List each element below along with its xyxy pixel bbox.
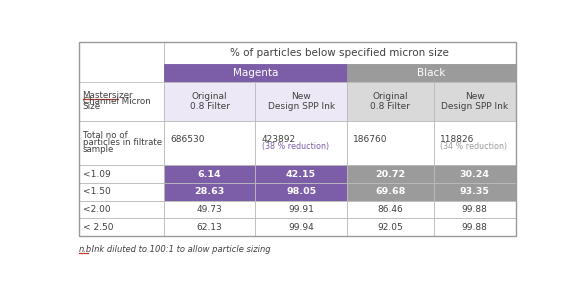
Bar [255, 82, 347, 120]
Bar [255, 165, 347, 183]
Text: <1.09: <1.09 [82, 170, 110, 179]
Text: n.b: n.b [79, 245, 92, 254]
Text: 30.24: 30.24 [460, 170, 490, 179]
Text: 93.35: 93.35 [460, 187, 490, 196]
Text: Ink diluted to 100:1 to allow particle sizing: Ink diluted to 100:1 to allow particle s… [89, 245, 270, 254]
Text: (34 % reduction): (34 % reduction) [440, 142, 507, 151]
Bar [164, 42, 516, 64]
Bar [255, 201, 347, 218]
Text: Total no of: Total no of [82, 132, 127, 141]
Bar [255, 120, 347, 165]
Bar [347, 218, 434, 236]
Text: Magenta: Magenta [233, 68, 278, 78]
Text: sample: sample [82, 145, 114, 154]
Bar [255, 218, 347, 236]
Bar [347, 64, 516, 82]
Text: 99.88: 99.88 [462, 205, 488, 214]
Bar [79, 183, 164, 201]
Bar [434, 82, 516, 120]
Bar [434, 120, 516, 165]
Text: 62.13: 62.13 [197, 223, 223, 232]
Bar [164, 82, 255, 120]
Text: <1.50: <1.50 [82, 187, 110, 196]
Bar [347, 120, 434, 165]
Bar [164, 165, 255, 183]
Bar [347, 183, 434, 201]
Bar [79, 82, 164, 120]
Bar [434, 183, 516, 201]
Text: New
Design SPP Ink: New Design SPP Ink [267, 91, 335, 111]
Text: 423892: 423892 [262, 135, 296, 144]
Text: Original
0.8 Filter: Original 0.8 Filter [370, 91, 410, 111]
Text: Size: Size [82, 102, 101, 111]
Bar [164, 64, 347, 82]
Text: 69.68: 69.68 [375, 187, 405, 196]
Text: 92.05: 92.05 [378, 223, 403, 232]
Bar [255, 183, 347, 201]
Text: 28.63: 28.63 [194, 187, 225, 196]
Bar [347, 82, 434, 120]
Text: (38 % reduction): (38 % reduction) [262, 142, 329, 151]
Bar [164, 120, 255, 165]
Bar [79, 42, 164, 120]
Text: 686530: 686530 [170, 135, 205, 144]
Text: 42.15: 42.15 [286, 170, 316, 179]
Text: Mastersizer: Mastersizer [82, 91, 133, 100]
Text: < 2.50: < 2.50 [82, 223, 113, 232]
Text: 49.73: 49.73 [197, 205, 223, 214]
Text: New
Design SPP Ink: New Design SPP Ink [441, 91, 508, 111]
Text: Original
0.8 Filter: Original 0.8 Filter [190, 91, 230, 111]
Bar [434, 165, 516, 183]
Bar [347, 165, 434, 183]
Text: particles in filtrate: particles in filtrate [82, 138, 162, 147]
Text: 99.88: 99.88 [462, 223, 488, 232]
Text: <2.00: <2.00 [82, 205, 110, 214]
Text: 118826: 118826 [440, 135, 474, 144]
Text: 186760: 186760 [353, 135, 387, 144]
Text: 6.14: 6.14 [198, 170, 222, 179]
Bar [164, 218, 255, 236]
Text: 99.94: 99.94 [288, 223, 314, 232]
Text: 99.91: 99.91 [288, 205, 314, 214]
Bar [79, 218, 164, 236]
Text: 98.05: 98.05 [286, 187, 316, 196]
Text: 86.46: 86.46 [378, 205, 403, 214]
Bar [79, 42, 516, 236]
Bar [347, 201, 434, 218]
Bar [79, 120, 164, 165]
Bar [434, 218, 516, 236]
Text: 20.72: 20.72 [375, 170, 405, 179]
Bar [164, 201, 255, 218]
Bar [79, 201, 164, 218]
Bar [434, 201, 516, 218]
Text: % of particles below specified micron size: % of particles below specified micron si… [230, 48, 450, 58]
Bar [79, 165, 164, 183]
Bar [164, 183, 255, 201]
Text: Black: Black [417, 68, 445, 78]
Text: Channel Micron: Channel Micron [82, 97, 150, 106]
